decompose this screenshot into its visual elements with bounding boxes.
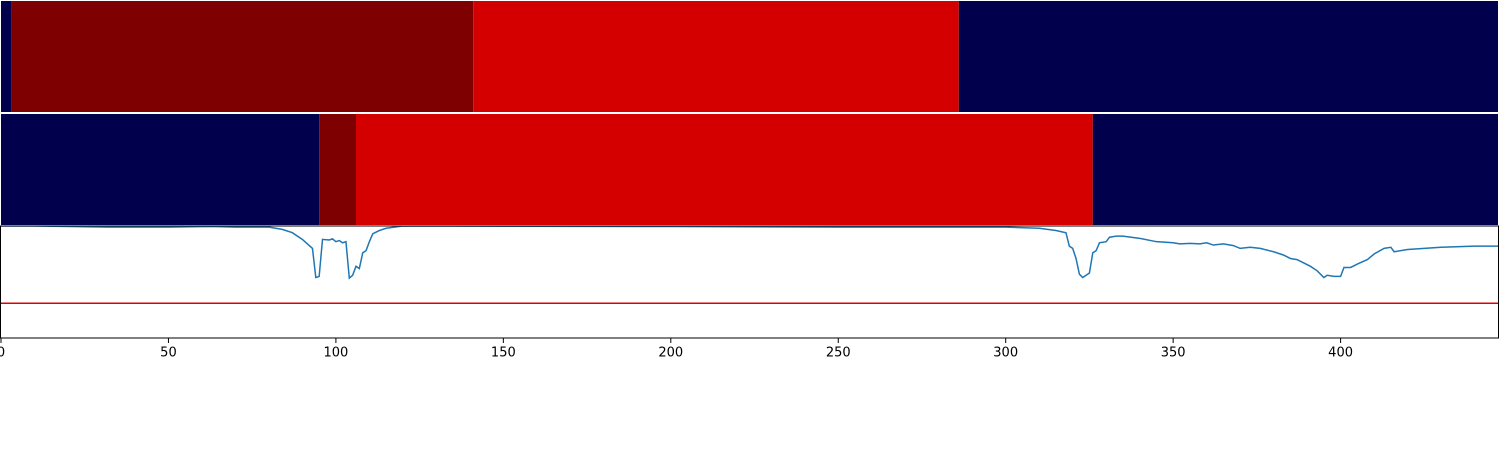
x-tick-label: 50: [160, 346, 177, 361]
data-line: [1, 226, 1498, 280]
strip-segment: [1, 1, 12, 112]
x-tick-label: 300: [993, 346, 1018, 361]
strip-segment: [11, 1, 474, 112]
x-tick-label: 250: [826, 346, 851, 361]
strip-segment: [473, 1, 959, 112]
strip-segment: [958, 1, 1498, 112]
plot-frame: [0, 225, 1499, 339]
x-tick-label: 400: [1328, 346, 1353, 361]
x-tick-label: 150: [491, 346, 516, 361]
strip-segment: [1092, 114, 1498, 225]
x-tick-label: 0: [0, 346, 5, 361]
x-tick-label: 350: [1161, 346, 1186, 361]
strip-segment: [1, 114, 320, 225]
x-tick-label: 200: [658, 346, 683, 361]
strip-segment: [319, 114, 356, 225]
strip-segment: [355, 114, 1093, 225]
x-tick-label: 100: [323, 346, 348, 361]
